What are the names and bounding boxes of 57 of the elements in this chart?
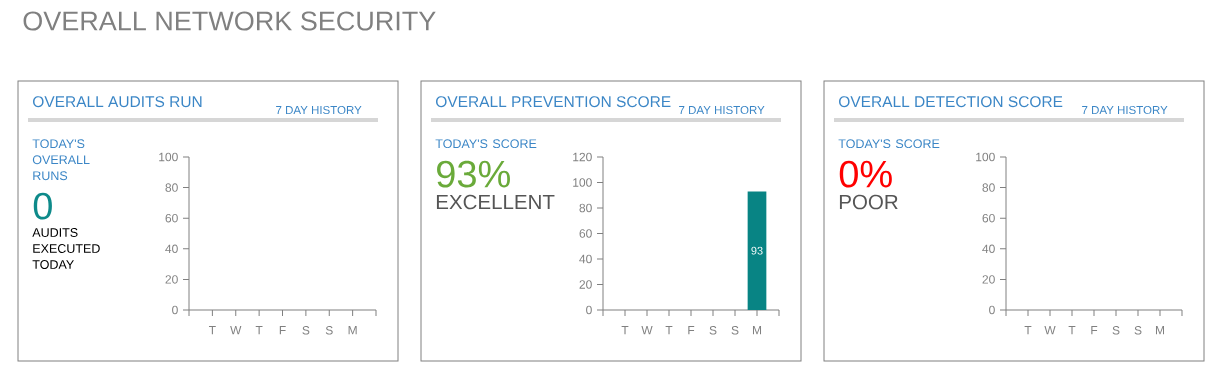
data-label: 93 bbox=[751, 246, 763, 255]
x-tick-label: S bbox=[731, 326, 739, 335]
x-tick-label: M bbox=[348, 326, 357, 335]
y-tick-label: 40 bbox=[165, 244, 178, 254]
y-tick-label: 100 bbox=[976, 152, 995, 162]
chart-title: OVERALL AUDITS RUN bbox=[33, 96, 202, 108]
x-tick-label: W bbox=[641, 326, 653, 335]
y-tick-label: 80 bbox=[165, 183, 178, 192]
chart-subtitle: 7 DAY HISTORY bbox=[276, 105, 362, 115]
x-tick-label: T bbox=[621, 326, 629, 335]
text: TODAY'S SCORE bbox=[838, 139, 940, 149]
text: 0% bbox=[839, 160, 892, 188]
text: TODAY'S OVERALL RUNS bbox=[32, 139, 90, 181]
text: AUDITS EXECUTED TODAY bbox=[32, 228, 100, 269]
chart-title: OVERALL PREVENTION SCORE bbox=[436, 96, 671, 108]
y-tick-label: 60 bbox=[982, 213, 995, 223]
x-tick-label: S bbox=[325, 326, 333, 335]
x-tick-label: T bbox=[1068, 326, 1076, 335]
x-tick-label: S bbox=[1134, 326, 1142, 335]
x-tick-label: S bbox=[709, 326, 717, 335]
x-tick-label: F bbox=[688, 326, 695, 335]
x-tick-label: S bbox=[1112, 326, 1120, 335]
y-tick-label: 0 bbox=[586, 305, 592, 315]
y-tick-label: 20 bbox=[982, 275, 995, 284]
text: 93% bbox=[437, 160, 510, 188]
y-tick-label: 100 bbox=[573, 178, 592, 187]
y-tick-label: 0 bbox=[172, 305, 178, 315]
text: EXCELLENT bbox=[436, 194, 555, 210]
x-tick-label: F bbox=[279, 326, 286, 335]
text: POOR bbox=[839, 194, 898, 210]
x-tick-label: T bbox=[255, 326, 263, 335]
text: TODAY'S SCORE bbox=[435, 139, 537, 149]
chart-subtitle: 7 DAY HISTORY bbox=[679, 105, 765, 115]
y-tick-label: 80 bbox=[579, 203, 592, 213]
y-tick-label: 20 bbox=[579, 280, 592, 289]
y-tick-label: 80 bbox=[982, 183, 995, 192]
x-tick-label: M bbox=[752, 326, 762, 335]
x-tick-label: W bbox=[1044, 326, 1056, 335]
x-tick-label: W bbox=[230, 326, 242, 335]
y-tick-label: 0 bbox=[989, 305, 995, 315]
x-tick-label: F bbox=[1091, 326, 1098, 335]
y-tick-label: 120 bbox=[573, 152, 592, 162]
y-tick-label: 40 bbox=[579, 254, 592, 264]
y-tick-label: 100 bbox=[159, 152, 178, 162]
x-tick-label: T bbox=[1024, 326, 1032, 335]
x-tick-label: S bbox=[302, 326, 310, 335]
y-tick-label: 60 bbox=[579, 229, 592, 238]
y-tick-label: 40 bbox=[982, 244, 995, 254]
text: OVERALL NETWORK SECURITY bbox=[23, 11, 436, 31]
chart-subtitle: 7 DAY HISTORY bbox=[1082, 105, 1168, 115]
chart-title: OVERALL DETECTION SCORE bbox=[839, 96, 1063, 108]
y-tick-label: 20 bbox=[165, 275, 178, 284]
x-tick-label: T bbox=[208, 326, 216, 335]
y-tick-label: 60 bbox=[165, 213, 178, 223]
text: 0 bbox=[33, 192, 52, 220]
x-tick-label: M bbox=[1155, 326, 1165, 335]
x-tick-label: T bbox=[665, 326, 673, 335]
